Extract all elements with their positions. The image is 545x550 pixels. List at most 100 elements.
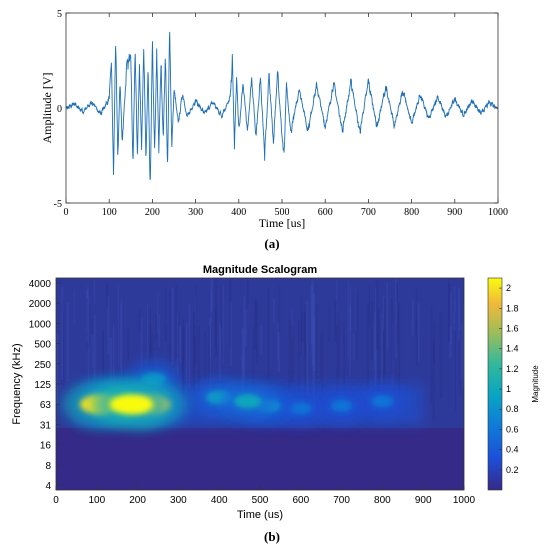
chart-a: 0 100 200 300 400 500 600 700 800 900 1000 50-5 Ti…: [40, 9, 508, 251]
heatmap-streak: [197, 326, 200, 401]
series-line-amplitude: [65, 31, 498, 181]
heatmap-streak: [390, 297, 393, 375]
heatmap-streak: [62, 311, 65, 390]
x-tick-label-b: 200: [129, 495, 146, 506]
heatmap-streak: [349, 306, 352, 330]
heatmap-streak: [73, 289, 75, 323]
panel-label-b: (b): [264, 529, 280, 544]
heatmap-streak: [127, 329, 130, 362]
heatmap-streak: [138, 310, 141, 333]
y-tick-label-b: 63: [40, 400, 52, 411]
heatmap-streak: [208, 325, 211, 384]
heatmap-streak: [149, 306, 151, 389]
heatmap-streak: [300, 295, 302, 357]
y-tick-label-b: 8: [45, 461, 51, 472]
heatmap-streak: [391, 323, 393, 389]
heatmap-streak: [241, 327, 245, 391]
x-tick-label-a: 400: [231, 207, 246, 218]
heatmap-streak: [88, 304, 90, 347]
heatmap-streak: [353, 333, 355, 361]
chart-b: Magnitude Scalogram 0 100 200 300 400 500 600 7…: [11, 264, 540, 544]
heatmap-streak: [164, 288, 167, 342]
heatmap-streak: [61, 286, 64, 380]
y-tick-label-b: 500: [34, 340, 51, 351]
heatmap-streak: [222, 285, 224, 364]
x-tick-label-a: 900: [447, 207, 462, 218]
heatmap-streak: [398, 303, 401, 397]
heatmap-streak: [93, 315, 96, 383]
y-tick-label-b: 4000: [29, 279, 52, 290]
chart-title-b: Magnitude Scalogram: [203, 264, 318, 276]
heatmap-streak: [241, 330, 244, 396]
heatmap-streak: [158, 314, 161, 348]
heatmap-streak: [447, 283, 451, 342]
heatmap-streak: [453, 286, 456, 331]
heatmap-streak: [210, 278, 213, 312]
x-tick-label-a: 200: [145, 207, 160, 218]
heatmap-streak: [188, 303, 191, 390]
heatmap-streak: [288, 318, 291, 398]
heatmap-streak: [177, 322, 179, 344]
heatmap-streak: [181, 326, 185, 415]
heatmap-streak: [253, 299, 257, 351]
heatmap-streak: [457, 287, 461, 341]
y-tick-label-b: 4: [45, 481, 51, 492]
x-axis-a: 0 100 200 300 400 500 600 700 800 900 1000: [64, 13, 508, 218]
y-tick-label-b: 31: [40, 420, 52, 431]
x-axis-b: 0 100 200 300 400 500 600 700 800 900 1000: [53, 486, 476, 506]
x-tick-label-b: 500: [252, 495, 269, 506]
heatmap-streak: [415, 288, 418, 334]
heatmap-streak: [185, 322, 188, 416]
heatmap-streak: [193, 324, 196, 370]
heatmap-hotspot: [289, 402, 312, 415]
heatmap-streak: [252, 326, 255, 412]
heatmap-streak: [374, 311, 376, 387]
colorbar-tick-label: 0.2: [506, 465, 519, 475]
heatmap-streak: [291, 308, 293, 338]
heatmap-streak: [356, 289, 359, 360]
heatmap-streak: [195, 284, 197, 363]
y-tick-label-b: 1000: [29, 319, 52, 330]
heatmap-streak: [460, 324, 462, 380]
x-tick-label-a: 300: [188, 207, 203, 218]
heatmap-streak: [192, 312, 196, 395]
heatmap-streak: [338, 319, 340, 377]
heatmap-streak: [381, 313, 383, 388]
heatmap-streak: [430, 305, 433, 404]
heatmap-streak: [171, 287, 174, 365]
colorbar-label: Magnitude: [531, 365, 540, 403]
heatmap-streak: [462, 321, 464, 389]
heatmap-streak: [91, 317, 94, 369]
heatmap-streak: [453, 288, 455, 311]
colorbar-tick-label: 1.2: [506, 364, 519, 374]
y-axis-b: 4000 2000 1000 500 250 125 63 31 16 8 4: [29, 279, 60, 492]
heatmap-streak: [179, 325, 182, 363]
heatmap-streak: [336, 312, 339, 412]
heatmap-streak: [93, 279, 96, 304]
y-axis-label-b: Frequency (kHz): [11, 343, 23, 424]
heatmap-streak: [120, 304, 122, 369]
colorbar-ticks: 2 1.8 1.6 1.4 1.2 1 0.8 0.6 0.4 0.2: [499, 283, 519, 475]
heatmap-streak: [107, 296, 110, 355]
heatmap-streak: [169, 290, 172, 374]
heatmap-streak: [448, 279, 450, 343]
heatmap-streak: [306, 300, 309, 396]
x-tick-label-a: 1000: [488, 207, 508, 218]
heatmap-streak: [336, 279, 338, 326]
heatmap-streak: [450, 291, 452, 345]
heatmap-streak: [220, 283, 223, 329]
x-tick-label-a: 100: [102, 207, 117, 218]
heatmap-streak: [383, 297, 386, 376]
heatmap-streak: [175, 284, 178, 359]
y-tick-label-b: 16: [40, 441, 52, 452]
colorbar-tick-label: 1.6: [506, 323, 519, 333]
colorbar-tick-label: 0.4: [506, 445, 519, 455]
heatmap-streak: [218, 323, 221, 381]
heatmap-streak: [343, 323, 345, 391]
heatmap-streak: [312, 293, 316, 372]
heatmap-streak: [277, 322, 279, 361]
panel-label-a: (a): [264, 236, 279, 251]
heatmap-streak: [291, 326, 294, 382]
heatmap-streak: [243, 295, 246, 379]
